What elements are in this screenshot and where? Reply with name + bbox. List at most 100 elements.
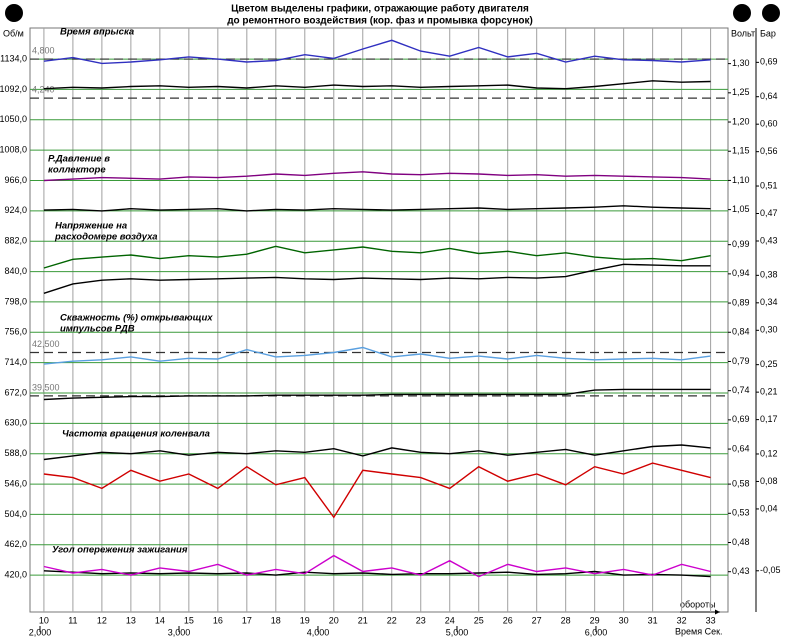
panel-label: Р.Давление в xyxy=(48,154,110,165)
x-tick-label: 31 xyxy=(648,615,658,625)
y3-tick-label: 0,60 xyxy=(760,119,778,129)
x-tick-label: 23 xyxy=(416,615,426,625)
y-tick-label: 756,0 xyxy=(4,327,27,337)
x-tick-label: 18 xyxy=(271,615,281,625)
y2-axis-title: Вольт xyxy=(731,28,755,38)
annotation: 4,240 xyxy=(32,84,55,94)
data-line xyxy=(43,346,711,365)
x-tick-label: 17 xyxy=(242,615,252,625)
data-line xyxy=(43,205,711,212)
y3-tick-label: 0,51 xyxy=(760,180,778,190)
y-tick-label: 546,0 xyxy=(4,478,27,488)
x-tick-label: 22 xyxy=(387,615,397,625)
x-tick-label: 12 xyxy=(97,615,107,625)
x-tick-label: 24 xyxy=(445,615,455,625)
x2-axis-title: обороты xyxy=(680,599,716,609)
chart-title: до ремонтного воздействия (кор. фаз и пр… xyxy=(227,15,533,27)
y-tick-label: 882,0 xyxy=(4,236,27,246)
y2-tick-label: 0,99 xyxy=(732,239,750,249)
x-tick-label: 29 xyxy=(590,615,600,625)
panel-label: Время впрыска xyxy=(60,27,134,38)
y2-tick-label: 0,74 xyxy=(732,385,750,395)
x-tick-label: 32 xyxy=(677,615,687,625)
panel-label: расходомере воздуха xyxy=(54,232,158,243)
y-tick-label: 798,0 xyxy=(4,296,27,306)
data-line xyxy=(43,462,711,519)
y3-tick-label: -0,05 xyxy=(760,565,781,575)
y3-tick-label: 0,47 xyxy=(760,208,778,218)
y-tick-label: 420,0 xyxy=(4,570,27,580)
data-line xyxy=(43,245,711,269)
y-axis-title: Об/м xyxy=(3,28,24,38)
x2-tick-label: 2,000 xyxy=(29,627,52,637)
y3-tick-label: 0,34 xyxy=(760,297,778,307)
y-tick-label: 588,0 xyxy=(4,448,27,458)
data-line xyxy=(43,570,711,578)
x-tick-label: 26 xyxy=(503,615,513,625)
x-axis-title: Время Сек. xyxy=(675,626,723,636)
x2-tick-label: 5,000 xyxy=(446,627,469,637)
y2-tick-label: 0,58 xyxy=(732,478,750,488)
y3-axis-title: Бар xyxy=(760,28,776,38)
y2-tick-label: 1,15 xyxy=(732,146,750,156)
y3-tick-label: 0,04 xyxy=(760,503,778,513)
y3-tick-label: 0,08 xyxy=(760,476,778,486)
y-tick-label: 924,0 xyxy=(4,205,27,215)
x-tick-label: 25 xyxy=(474,615,484,625)
y3-tick-label: 0,17 xyxy=(760,414,778,424)
x-tick-label: 33 xyxy=(706,615,716,625)
x-tick-label: 14 xyxy=(155,615,165,625)
y2-tick-label: 0,94 xyxy=(732,268,750,278)
panel-label: Частота вращения коленвала xyxy=(62,429,210,440)
y3-tick-label: 0,43 xyxy=(760,235,778,245)
y2-tick-label: 0,53 xyxy=(732,508,750,518)
data-line xyxy=(43,39,711,65)
y-tick-label: 1050,0 xyxy=(0,114,27,124)
y-tick-label: 672,0 xyxy=(4,387,27,397)
x-tick-label: 11 xyxy=(68,615,77,625)
x-tick-label: 13 xyxy=(126,615,136,625)
data-line xyxy=(43,263,711,294)
y3-tick-label: 0,38 xyxy=(760,270,778,280)
arrow-head xyxy=(715,609,720,615)
panel-label: коллекторе xyxy=(48,165,106,176)
panel-label: Напряжение на xyxy=(55,221,127,232)
y2-tick-label: 0,89 xyxy=(732,297,750,307)
x-tick-label: 28 xyxy=(561,615,571,625)
y-tick-label: 966,0 xyxy=(4,175,27,185)
annotation: 42,500 xyxy=(32,339,60,349)
annotation: 39,500 xyxy=(32,382,60,392)
x-tick-label: 16 xyxy=(213,615,223,625)
corner-marker xyxy=(762,4,780,22)
panel-label: Угол опережения зажигания xyxy=(52,545,188,556)
y-tick-label: 1134,0 xyxy=(0,53,27,63)
x2-tick-label: 4,000 xyxy=(307,627,330,637)
x-tick-label: 19 xyxy=(300,615,310,625)
y3-tick-label: 0,69 xyxy=(760,57,778,67)
y2-tick-label: 1,10 xyxy=(732,175,750,185)
y2-tick-label: 1,05 xyxy=(732,204,750,214)
y3-tick-label: 0,30 xyxy=(760,325,778,335)
y-tick-label: 1008,0 xyxy=(0,145,27,155)
y-tick-label: 462,0 xyxy=(4,539,27,549)
x-tick-label: 10 xyxy=(39,615,49,625)
y-tick-label: 504,0 xyxy=(4,509,27,519)
y2-tick-label: 0,69 xyxy=(732,414,750,424)
y2-tick-label: 1,20 xyxy=(732,116,750,126)
data-line xyxy=(43,554,711,578)
corner-marker xyxy=(733,4,751,22)
y-tick-label: 630,0 xyxy=(4,418,27,428)
y2-tick-label: 0,84 xyxy=(732,327,750,337)
annotation: 4,800 xyxy=(32,45,55,55)
data-line xyxy=(43,388,711,401)
x-tick-label: 30 xyxy=(619,615,629,625)
y3-tick-label: 0,25 xyxy=(760,359,778,369)
corner-marker xyxy=(5,4,23,22)
x-tick-label: 27 xyxy=(532,615,542,625)
x-tick-label: 20 xyxy=(329,615,339,625)
panel-label: импульсов РДВ xyxy=(60,324,135,335)
data-line xyxy=(43,171,711,182)
y2-tick-label: 0,79 xyxy=(732,356,750,366)
y3-tick-label: 0,56 xyxy=(760,146,778,156)
